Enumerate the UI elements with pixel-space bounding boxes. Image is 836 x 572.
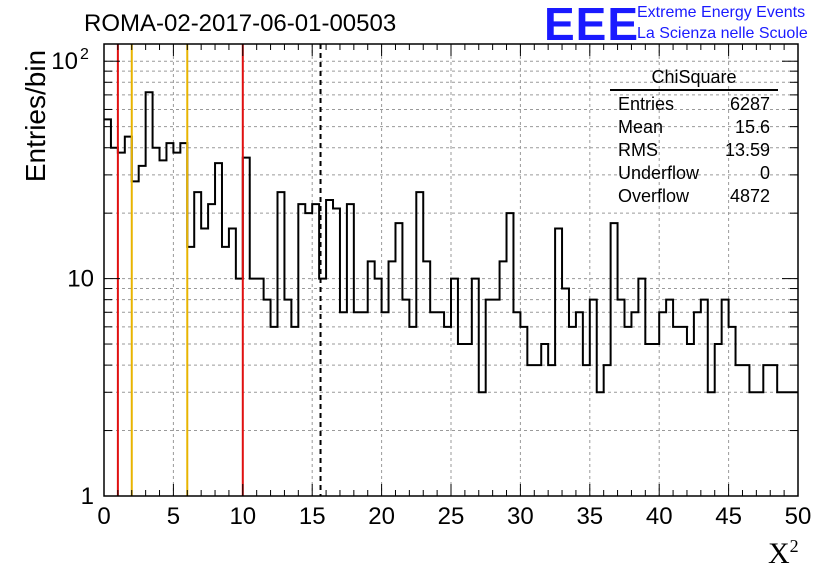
stats-value: 0 [759,163,770,183]
stats-label: Entries [618,94,675,114]
x-axis-label-superscript: 2 [789,536,799,556]
stats-value: 15.6 [734,117,770,137]
stats-row-rms: RMS 13.59 [610,139,778,162]
x-tick-label: 20 [368,503,395,530]
logo-line-1: Extreme Energy Events [637,4,806,21]
x-tick-label: 30 [507,503,534,530]
stats-label: Overflow [618,186,690,206]
x-tick-label: 25 [438,503,465,530]
stats-value: 4872 [729,186,770,206]
histogram-steps [104,91,798,394]
logo-line-2: La Scienza nelle Scuole [637,25,808,42]
y-tick-label: 1 [81,483,94,510]
stats-title: ChiSquare [610,65,778,91]
x-tick-label: 40 [646,503,673,530]
x-tick-label: 50 [785,503,812,530]
y-tick-label: 10 [51,48,78,75]
y-tick-label: 10 [67,266,94,293]
stats-row-overflow: Overflow 4872 [610,185,778,208]
chart-title: ROMA-02-2017-06-01-00503 [84,10,397,37]
x-tick-label: 35 [576,503,603,530]
x-tick-label: 10 [229,503,256,530]
stats-label: RMS [618,140,658,160]
stats-row-entries: Entries 6287 [610,93,778,116]
stats-value: 6287 [729,94,770,114]
x-tick-label: 45 [715,503,742,530]
eee-logo: EEE [544,0,640,50]
y-axis-label: Entries/bin [20,49,51,183]
stats-label: Underflow [618,163,700,183]
x-tick-label: 5 [167,503,180,530]
x-tick-label: 15 [299,503,326,530]
stats-box: ChiSquare Entries 6287 Mean 15.6 RMS 13.59 … [610,65,778,208]
x-tick-label: 0 [97,503,110,530]
y-tick-label-exponent: 2 [80,46,89,63]
x-axis-label: X2 [768,536,799,571]
x-axis-label-base: X [768,537,790,570]
stats-value: 13.59 [724,140,770,160]
stats-row-mean: Mean 15.6 [610,116,778,139]
stats-label: Mean [618,117,664,137]
stats-row-underflow: Underflow 0 [610,162,778,185]
